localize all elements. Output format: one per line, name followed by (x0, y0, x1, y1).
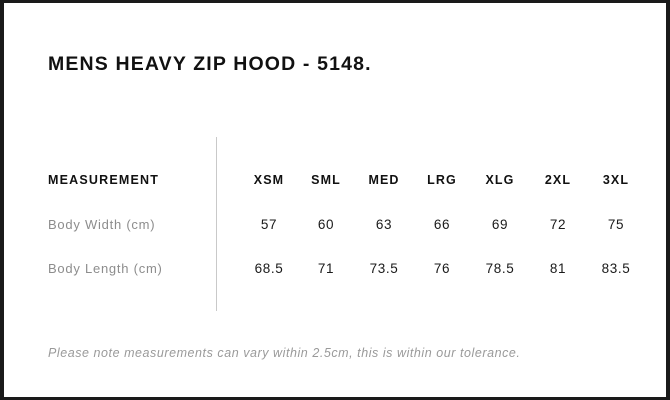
column-header-sml: SML (311, 173, 341, 187)
column-header-med: MED (368, 173, 400, 187)
table-row: Body Length (cm) 68.5 71 73.5 76 78.5 81… (4, 258, 666, 280)
table-row: Body Width (cm) 57 60 63 66 69 72 75 (4, 214, 666, 236)
cell-body-length-lrg: 76 (433, 261, 451, 276)
cell-body-width-lrg: 66 (433, 217, 451, 232)
cell-body-width-3xl: 75 (607, 217, 625, 232)
column-header-xsm: XSM (253, 173, 285, 187)
row-label-body-width: Body Width (cm) (48, 217, 156, 232)
cell-body-width-xsm: 57 (260, 217, 278, 232)
size-chart-table: MEASUREMENT XSM SML MED LRG XLG 2XL 3XL … (4, 3, 666, 397)
cell-body-width-sml: 60 (317, 217, 335, 232)
cell-body-length-2xl: 81 (549, 261, 567, 276)
cell-body-width-2xl: 72 (549, 217, 567, 232)
cell-body-width-xlg: 69 (491, 217, 509, 232)
cell-body-length-med: 73.5 (369, 261, 399, 276)
cell-body-width-med: 63 (375, 217, 393, 232)
tolerance-note: Please note measurements can vary within… (48, 346, 521, 360)
row-label-body-length: Body Length (cm) (48, 261, 163, 276)
column-header-2xl: 2XL (544, 173, 572, 187)
size-chart-page: MENS HEAVY ZIP HOOD - 5148. MEASUREMENT … (4, 3, 666, 397)
table-header-row: MEASUREMENT XSM SML MED LRG XLG 2XL 3XL (4, 169, 666, 191)
column-header-xlg: XLG (485, 173, 515, 187)
cell-body-length-sml: 71 (317, 261, 335, 276)
column-header-measurement: MEASUREMENT (48, 173, 160, 187)
cell-body-length-xlg: 78.5 (485, 261, 515, 276)
column-header-lrg: LRG (427, 173, 457, 187)
cell-body-length-xsm: 68.5 (254, 261, 284, 276)
page-title: MENS HEAVY ZIP HOOD - 5148. (48, 53, 372, 75)
vertical-divider (216, 137, 217, 311)
cell-body-length-3xl: 83.5 (601, 261, 631, 276)
column-header-3xl: 3XL (602, 173, 630, 187)
